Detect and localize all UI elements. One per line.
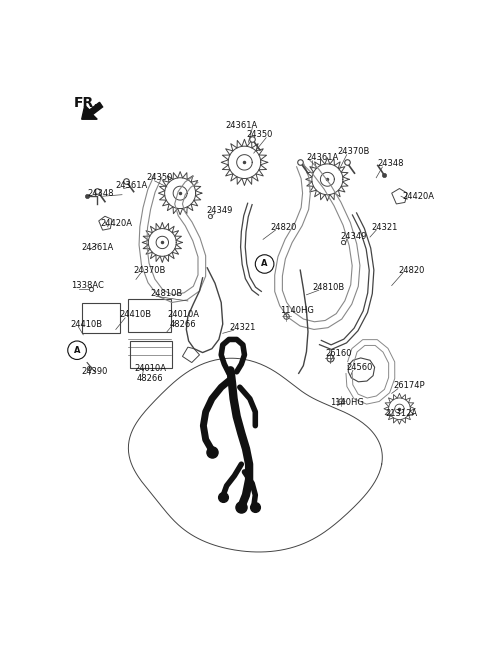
Polygon shape: [182, 347, 200, 362]
Text: 1140HG: 1140HG: [330, 398, 363, 407]
Text: 24350: 24350: [147, 174, 173, 182]
Text: 24370B: 24370B: [133, 266, 166, 275]
Text: 24361A: 24361A: [116, 181, 148, 190]
Text: 24349: 24349: [340, 232, 367, 241]
Text: 24390: 24390: [82, 368, 108, 376]
Text: 24348: 24348: [378, 160, 404, 168]
Text: A: A: [74, 346, 80, 354]
Text: 24560: 24560: [347, 363, 373, 372]
Text: 24820: 24820: [270, 222, 296, 232]
Text: 24350: 24350: [246, 130, 272, 139]
Text: 1140HG: 1140HG: [280, 306, 314, 315]
Text: 26174P: 26174P: [393, 381, 425, 390]
Text: 24410B: 24410B: [71, 319, 103, 329]
FancyBboxPatch shape: [82, 302, 120, 333]
Text: 24361A: 24361A: [306, 153, 339, 162]
Text: 26160: 26160: [325, 349, 351, 358]
Text: 24420A: 24420A: [403, 192, 434, 201]
Text: 24010A
48266: 24010A 48266: [134, 364, 167, 383]
Text: 24420A: 24420A: [100, 220, 132, 228]
FancyBboxPatch shape: [128, 300, 171, 332]
Text: 24820: 24820: [398, 266, 424, 275]
Text: 24321: 24321: [372, 222, 398, 232]
Text: 21312A: 21312A: [385, 409, 418, 418]
Text: 24321: 24321: [229, 323, 255, 331]
Text: FR.: FR.: [74, 96, 100, 110]
Text: 24410B: 24410B: [119, 310, 151, 319]
Text: 24810B: 24810B: [312, 282, 345, 292]
Text: 24370B: 24370B: [337, 147, 370, 156]
Text: 1338AC: 1338AC: [71, 281, 104, 290]
Text: 24010A
48266: 24010A 48266: [167, 310, 199, 329]
Text: A: A: [261, 259, 268, 269]
Text: 24361A: 24361A: [82, 243, 114, 251]
Text: 24810B: 24810B: [150, 289, 182, 298]
Polygon shape: [392, 189, 407, 204]
Text: 24361A: 24361A: [225, 121, 257, 130]
Polygon shape: [99, 216, 112, 230]
Polygon shape: [82, 102, 103, 119]
Text: 24349: 24349: [206, 206, 233, 214]
FancyBboxPatch shape: [130, 341, 172, 368]
Text: 24348: 24348: [87, 189, 114, 197]
